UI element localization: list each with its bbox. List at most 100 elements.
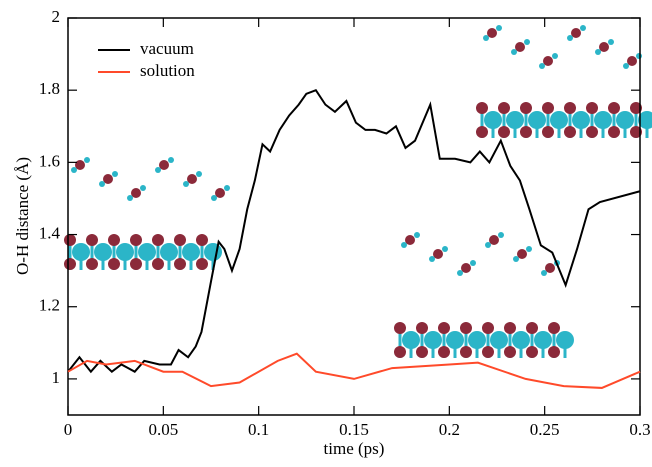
atom (552, 53, 558, 59)
atom (416, 346, 428, 358)
atom (608, 102, 620, 114)
atom (160, 243, 178, 261)
atom (630, 102, 642, 114)
atom (402, 331, 420, 349)
atom (152, 258, 164, 270)
x-tick-label: 0.1 (248, 420, 269, 439)
atom (429, 256, 435, 262)
atom (183, 181, 189, 187)
atom (484, 111, 502, 129)
atom (131, 188, 141, 198)
atom (548, 322, 560, 334)
atom (511, 49, 517, 55)
atom (498, 126, 510, 138)
atom (64, 258, 76, 270)
atom (526, 322, 538, 334)
atom (623, 63, 629, 69)
x-tick-label: 0.15 (339, 420, 369, 439)
atom (174, 234, 186, 246)
atom (416, 322, 428, 334)
atom (159, 160, 169, 170)
x-tick-label: 0.3 (629, 420, 650, 439)
atom (489, 235, 499, 245)
atom (485, 242, 491, 248)
y-tick-label: 1.2 (39, 296, 60, 315)
atom (490, 331, 508, 349)
atom (152, 234, 164, 246)
atom (457, 270, 463, 276)
atom (526, 246, 532, 252)
atom (482, 322, 494, 334)
atom (543, 56, 553, 66)
y-tick-label: 1.8 (39, 79, 60, 98)
atom (599, 42, 609, 52)
atom (539, 63, 545, 69)
x-axis-label: time (ps) (324, 439, 385, 458)
atom (520, 102, 532, 114)
atom (594, 111, 612, 129)
legend-label: vacuum (140, 39, 194, 58)
y-tick-label: 1.4 (39, 223, 61, 242)
atom (636, 53, 642, 59)
atom (64, 234, 76, 246)
atom (86, 258, 98, 270)
atom (496, 25, 502, 31)
atom (498, 102, 510, 114)
atom (470, 260, 476, 266)
atom (528, 111, 546, 129)
atom (487, 28, 497, 38)
atom (405, 235, 415, 245)
atom (586, 126, 598, 138)
atom (72, 243, 90, 261)
atom (630, 126, 642, 138)
atom (174, 258, 186, 270)
atom (542, 126, 554, 138)
atom (211, 195, 217, 201)
atom (580, 25, 586, 31)
atom (438, 346, 450, 358)
atom (394, 346, 406, 358)
atom (476, 126, 488, 138)
atom (155, 167, 161, 173)
atom (483, 35, 489, 41)
atom (572, 111, 590, 129)
atom (571, 28, 581, 38)
atom (196, 171, 202, 177)
x-tick-label: 0.2 (439, 420, 460, 439)
atom (446, 331, 464, 349)
atom (187, 174, 197, 184)
x-tick-label: 0 (64, 420, 73, 439)
atom (394, 322, 406, 334)
atom (468, 331, 486, 349)
atom (564, 102, 576, 114)
atom (224, 185, 230, 191)
atom (498, 232, 504, 238)
atom (517, 249, 527, 259)
atom (504, 346, 516, 358)
atom (542, 102, 554, 114)
atom (550, 111, 568, 129)
atom (534, 331, 552, 349)
atom (586, 102, 598, 114)
atom (414, 232, 420, 238)
atom (556, 331, 574, 349)
atom (196, 258, 208, 270)
atom (504, 322, 516, 334)
atom (130, 258, 142, 270)
atom (438, 322, 450, 334)
series-line (67, 352, 641, 389)
y-tick-label: 1 (52, 368, 61, 387)
atom (140, 185, 146, 191)
atom (482, 346, 494, 358)
atom (401, 242, 407, 248)
atom (608, 126, 620, 138)
atom (86, 234, 98, 246)
atom (182, 243, 200, 261)
atom (138, 243, 156, 261)
atom (108, 234, 120, 246)
atom (75, 160, 85, 170)
atom (608, 39, 614, 45)
atom (130, 234, 142, 246)
y-axis-label: O-H distance (Å) (13, 157, 32, 275)
atom (506, 111, 524, 129)
